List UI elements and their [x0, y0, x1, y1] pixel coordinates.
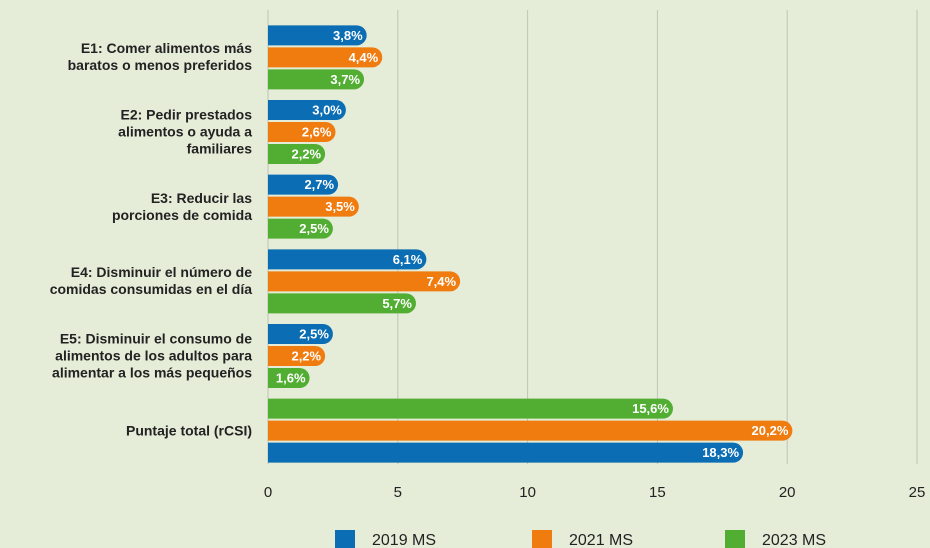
bar — [268, 293, 416, 314]
value-label: 15,6% — [632, 401, 669, 416]
bar — [268, 249, 427, 270]
legend-swatch — [532, 530, 552, 548]
bar — [268, 398, 673, 419]
value-label: 3,7% — [330, 72, 360, 87]
bar — [268, 324, 333, 344]
legend-label: 2019 MS — [372, 532, 436, 548]
legend-swatch — [335, 530, 355, 548]
value-label: 2,2% — [291, 348, 321, 363]
value-label: 3,8% — [333, 28, 363, 43]
y-tick-label: E2: Pedir prestados alimentos o ayuda a … — [118, 106, 252, 157]
y-tick-label: Puntaje total (rCSI) — [125, 422, 252, 439]
bar — [268, 47, 383, 68]
value-label: 3,5% — [325, 199, 355, 214]
bar — [268, 346, 326, 366]
bar — [268, 368, 310, 388]
bar — [268, 69, 365, 90]
x-tick-label: 0 — [264, 484, 272, 501]
value-label: 2,2% — [291, 146, 321, 161]
x-tick-label: 20 — [779, 484, 796, 501]
y-tick-label: E3: Reducir las porciones de comida — [111, 189, 252, 223]
bar — [268, 144, 326, 164]
bar — [268, 420, 793, 441]
bar — [268, 218, 333, 239]
y-tick-label: E4: Disminuir el número de comidas consu… — [49, 264, 252, 298]
value-label: 1,6% — [276, 370, 306, 385]
value-label: 5,7% — [382, 296, 412, 311]
bar — [268, 196, 359, 217]
value-label: 6,1% — [393, 252, 423, 267]
bar — [268, 271, 461, 292]
value-label: 18,3% — [702, 445, 739, 460]
bar — [268, 174, 339, 195]
value-label: 2,5% — [299, 326, 329, 341]
bar — [268, 122, 336, 142]
value-label: 2,7% — [304, 177, 334, 192]
value-label: 2,6% — [302, 124, 332, 139]
legend-label: 2023 MS — [762, 532, 826, 548]
x-tick-label: 15 — [649, 484, 666, 501]
bar — [268, 25, 367, 46]
x-tick-label: 25 — [909, 484, 926, 501]
value-label: 2,5% — [299, 221, 329, 236]
value-label: 3,0% — [312, 102, 342, 117]
legend-label: 2021 MS — [569, 532, 633, 548]
y-tick-label: E1: Comer alimentos más baratos o menos … — [67, 40, 252, 74]
bar — [268, 100, 346, 120]
y-tick-label: E5: Disminuir el consumo de alimentos de… — [52, 330, 252, 381]
x-tick-label: 10 — [519, 484, 536, 501]
x-tick-label: 5 — [394, 484, 402, 501]
value-label: 20,2% — [752, 423, 789, 438]
value-label: 4,4% — [349, 50, 379, 65]
bar — [268, 442, 744, 463]
value-label: 7,4% — [426, 274, 456, 289]
legend-swatch — [725, 530, 745, 548]
